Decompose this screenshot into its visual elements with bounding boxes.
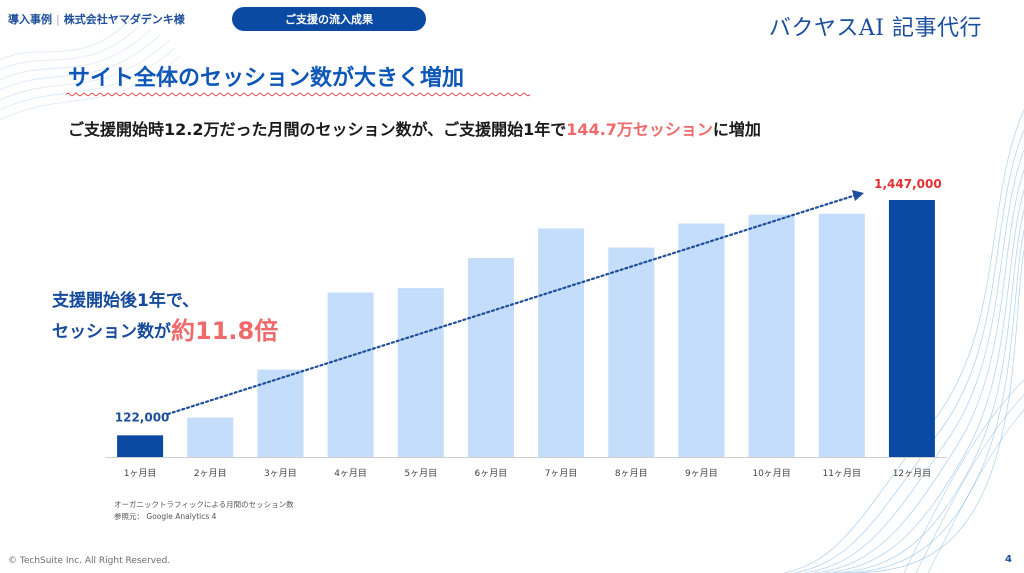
bar-11 bbox=[818, 213, 865, 457]
x-tick-label: 6ヶ月目 bbox=[475, 468, 508, 479]
breadcrumb-client: 株式会社ヤマダデンキ様 bbox=[63, 13, 185, 26]
breadcrumb-case: 導入事例 bbox=[8, 13, 52, 26]
bar-12 bbox=[888, 200, 935, 457]
bar-10 bbox=[748, 214, 795, 457]
callout-multiplier: 約11.8倍 bbox=[171, 317, 279, 345]
callout-line-2-text: セッション数が bbox=[52, 322, 171, 342]
trend-arrow-line bbox=[166, 193, 858, 416]
title-underline bbox=[66, 92, 530, 97]
callout-line-1: 支援開始後1年で、 bbox=[52, 291, 200, 311]
data-label: 1,447,000 bbox=[874, 177, 942, 191]
bar-6 bbox=[467, 258, 514, 457]
copyright: © TechSuite Inc. All Right Reserved. bbox=[8, 556, 171, 566]
page-number: 4 bbox=[1005, 554, 1012, 565]
x-tick-label: 7ヶ月目 bbox=[545, 468, 578, 479]
section-label-badge: ご支援の流入成果 bbox=[232, 7, 426, 31]
breadcrumb: 導入事例 | 株式会社ヤマダデンキ様 bbox=[8, 11, 185, 27]
x-tick-label: 10ヶ月目 bbox=[752, 468, 790, 479]
x-tick-label: 11ヶ月目 bbox=[823, 468, 861, 479]
x-tick-label: 1ヶ月目 bbox=[124, 468, 157, 479]
bar-7 bbox=[538, 228, 585, 457]
trend-arrow-head bbox=[852, 190, 864, 201]
footnote-line-2: 参照元： Google Analytics 4 bbox=[114, 512, 217, 521]
chart-footnote: オーガニックトラフィックによる月間のセッション数 参照元： Google Ana… bbox=[114, 499, 294, 523]
wave-decoration-top-left bbox=[0, 19, 181, 121]
bar-2 bbox=[187, 417, 234, 457]
lead-text-end: に増加 bbox=[712, 120, 761, 139]
footnote-line-1: オーガニックトラフィックによる月間のセッション数 bbox=[114, 500, 294, 509]
x-tick-label: 9ヶ月目 bbox=[685, 468, 718, 479]
breadcrumb-separator: | bbox=[56, 13, 60, 26]
x-tick-label: 4ヶ月目 bbox=[334, 468, 367, 479]
lead-highlight: 144.7万セッション bbox=[566, 120, 713, 139]
wave-decoration-right bbox=[784, 109, 1024, 573]
page-title: サイト全体のセッション数が大きく増加 bbox=[68, 66, 465, 91]
x-tick-label: 2ヶ月目 bbox=[194, 468, 227, 479]
brand-logo-text: バクヤスAI 記事代行 bbox=[768, 16, 982, 41]
data-label: 122,000 bbox=[115, 410, 170, 424]
growth-callout: 支援開始後1年で、 セッション数が約11.8倍 bbox=[52, 286, 278, 347]
bar-4 bbox=[327, 292, 374, 457]
lead-text-start: ご支援開始時12.2万だった月間のセッション数が、ご支援開始1年で bbox=[68, 120, 567, 139]
bar-8 bbox=[608, 247, 655, 457]
x-tick-label: 8ヶ月目 bbox=[615, 468, 648, 479]
callout-line-2: セッション数が約11.8倍 bbox=[52, 316, 278, 347]
x-tick-label: 12ヶ月目 bbox=[893, 468, 931, 479]
x-tick-label: 3ヶ月目 bbox=[264, 468, 297, 479]
bar-1 bbox=[117, 435, 164, 457]
lead-sentence: ご支援開始時12.2万だった月間のセッション数が、ご支援開始1年で144.7万セ… bbox=[68, 116, 761, 140]
x-tick-label: 5ヶ月目 bbox=[404, 468, 437, 479]
bar-9 bbox=[678, 223, 725, 457]
bar-5 bbox=[397, 288, 444, 457]
